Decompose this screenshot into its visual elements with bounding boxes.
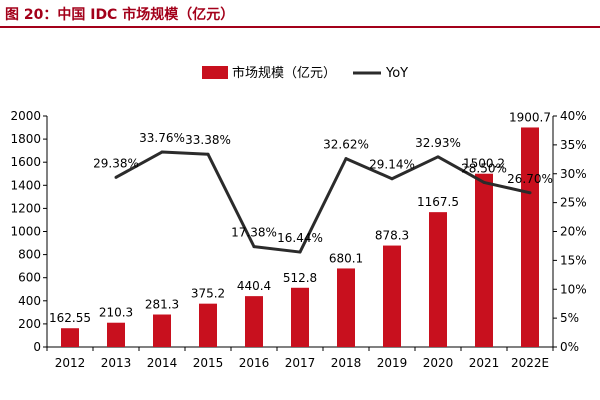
yoy-label-2014: 33.76% (139, 131, 185, 145)
yoy-label-2018: 32.62% (323, 138, 369, 152)
y-left-tick-label: 200 (18, 317, 41, 331)
y-right-tick-label: 35% (560, 138, 587, 152)
y-left-tick-label: 1800 (10, 132, 41, 146)
y-left-tick-label: 2000 (10, 109, 41, 123)
x-tick-label: 2013 (101, 356, 132, 370)
yoy-point-2021 (482, 180, 486, 184)
bar-2015 (199, 303, 217, 347)
bar-label-2015: 375.2 (191, 287, 225, 301)
title-divider (0, 26, 600, 28)
y-left-tick-label: 1400 (10, 178, 41, 192)
y-right-tick-label: 25% (560, 196, 587, 210)
x-tick-label: 2015 (193, 356, 224, 370)
yoy-label-2021: 28.50% (461, 161, 507, 175)
yoy-value-labels: 29.38%33.76% 33.38% 17.38% 16.44% 32.62%29.1… (93, 131, 553, 245)
chart-title: 图 20：中国 IDC 市场规模（亿元） (5, 7, 235, 23)
bar-2018 (337, 268, 355, 347)
bar-2017 (291, 287, 309, 347)
yoy-label-2013: 29.38% (93, 156, 139, 170)
y-right-tick-label: 40% (560, 109, 587, 123)
bar-label-2022E: 1900.7 (509, 110, 551, 124)
x-tick-label: 2018 (331, 356, 362, 370)
yoy-label-2020: 32.93% (415, 136, 461, 150)
yoy-label-2017: 16.44% (277, 231, 323, 245)
yoy-point-2016 (252, 245, 256, 249)
bar-2016 (245, 296, 263, 347)
yoy-series (114, 150, 532, 254)
bar-label-2021: 1500.2 (463, 157, 505, 171)
yoy-point-2014 (160, 150, 164, 154)
legend: 市场规模（亿元） YoY (202, 65, 408, 81)
bar-label-2016: 440.4 (237, 279, 271, 293)
x-tick-label: 2017 (285, 356, 316, 370)
axes: 0 200 400 600 800 1000 1200 1400 1600 1800 2000 0% 5… (10, 109, 586, 370)
yoy-label-2022E: 26.70% (507, 172, 553, 186)
y-left-tick-label: 800 (18, 248, 41, 262)
x-tick-label: 2022E (511, 356, 549, 370)
yoy-point-2017 (298, 250, 302, 254)
x-tick-label: 2021 (469, 356, 500, 370)
y-left-tick-label: 1000 (10, 225, 41, 239)
x-tick-label: 2019 (377, 356, 408, 370)
bar-label-2020: 1167.5 (417, 195, 459, 209)
bar-2020 (429, 212, 447, 347)
bar-label-2013: 210.3 (99, 306, 133, 320)
y-right-tick-label: 30% (560, 167, 587, 181)
y-left-tick-label: 600 (18, 271, 41, 285)
bar-value-labels: 162.55 210.3 281.3 375.2 440.4 512.8 680.1 878.… (49, 110, 551, 325)
yoy-label-2015: 33.38% (185, 133, 231, 147)
yoy-line (115, 150, 531, 254)
y-left-tick-label: 400 (18, 294, 41, 308)
y-left-tick-label: 0 (33, 340, 41, 354)
x-tick-label: 2020 (423, 356, 454, 370)
legend-swatch-market-size (202, 66, 228, 79)
bar-2022E (521, 127, 539, 347)
y-right-tick-label: 5% (560, 311, 579, 325)
bar-2021 (475, 173, 493, 347)
yoy-point-2019 (390, 177, 394, 181)
x-tick-label: 2016 (239, 356, 270, 370)
y-right-tick-label: 15% (560, 253, 587, 267)
bar-label-2018: 680.1 (329, 251, 363, 265)
bar-series (61, 127, 539, 347)
bar-2019 (383, 245, 401, 347)
bar-label-2019: 878.3 (375, 229, 409, 243)
yoy-point-2022E (528, 191, 532, 195)
bar-2013 (107, 322, 125, 347)
x-tick-label: 2012 (55, 356, 86, 370)
bar-2014 (153, 314, 171, 347)
x-tick-label: 2014 (147, 356, 178, 370)
yoy-point-2013 (114, 175, 118, 179)
bar-2012 (61, 328, 79, 347)
yoy-label-2016: 17.38% (231, 226, 277, 240)
yoy-point-2020 (436, 155, 440, 159)
y-right-tick-label: 0% (560, 340, 579, 354)
yoy-label-2019: 29.14% (369, 158, 415, 172)
y-right-tick-label: 10% (560, 282, 587, 296)
yoy-point-2018 (344, 157, 348, 161)
y-right-tick-label: 20% (560, 225, 587, 239)
bar-label-2014: 281.3 (145, 298, 179, 312)
legend-label-market-size: 市场规模（亿元） (232, 65, 336, 81)
bar-label-2017: 512.8 (283, 271, 317, 285)
y-left-tick-label: 1600 (10, 155, 41, 169)
legend-label-yoy: YoY (385, 66, 408, 81)
y-left-tick-label: 1200 (10, 201, 41, 215)
bar-label-2012: 162.55 (49, 311, 91, 325)
yoy-point-2015 (206, 152, 210, 156)
